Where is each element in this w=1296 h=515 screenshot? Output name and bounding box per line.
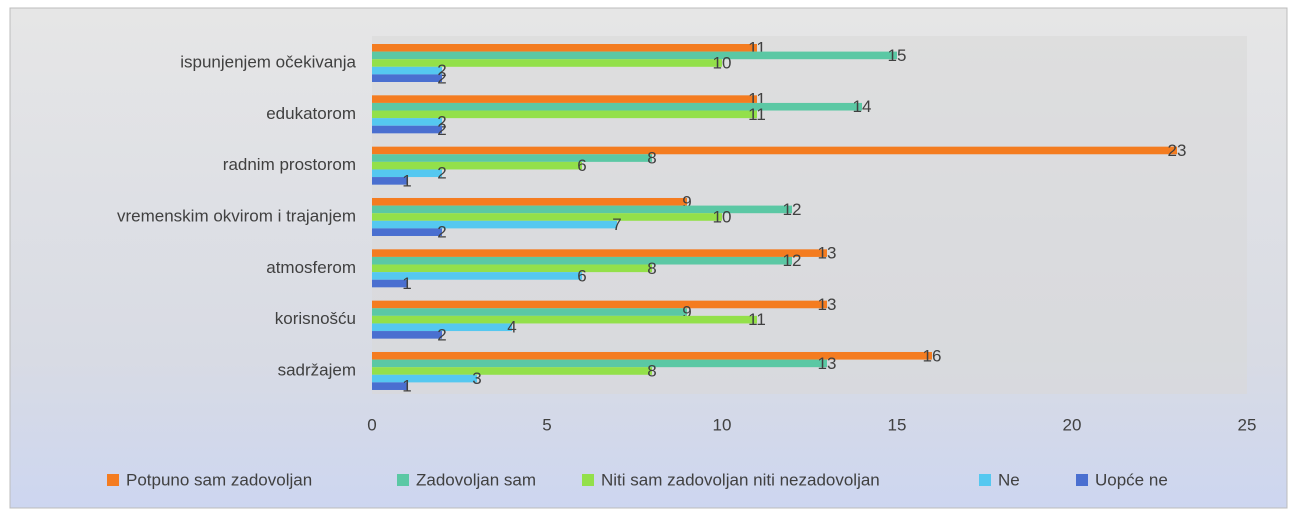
data-label: 10 [713, 207, 732, 226]
bar [372, 66, 442, 75]
x-tick-label: 20 [1063, 415, 1082, 434]
bar [372, 102, 862, 111]
bar [372, 169, 442, 178]
data-label: 7 [612, 215, 621, 234]
bar [372, 110, 757, 119]
bar [372, 308, 687, 316]
data-label: 13 [818, 354, 837, 373]
bar [372, 331, 442, 339]
legend-label: Potpuno sam zadovoljan [126, 470, 312, 489]
legend-swatch [397, 474, 409, 486]
bar [372, 220, 617, 229]
data-label: 8 [647, 259, 656, 278]
data-label: 2 [437, 223, 446, 242]
bar [372, 228, 442, 236]
bar [372, 367, 652, 375]
data-label: 13 [818, 244, 837, 263]
bar [372, 59, 722, 67]
x-tick-label: 25 [1238, 415, 1257, 434]
bar [372, 51, 897, 60]
data-label: 4 [507, 318, 516, 337]
data-label: 13 [818, 295, 837, 314]
data-label: 1 [402, 377, 411, 396]
bar [372, 125, 442, 134]
data-label: 9 [682, 192, 691, 211]
data-label: 12 [783, 251, 802, 270]
data-label: 8 [647, 149, 656, 168]
legend-swatch [582, 474, 594, 486]
bar [372, 249, 827, 257]
data-label: 8 [647, 361, 656, 380]
bar [372, 95, 757, 103]
legend-label: Uopće ne [1095, 470, 1168, 489]
bar [372, 44, 757, 52]
y-tick-label: atmosferom [266, 258, 356, 277]
x-tick-label: 15 [888, 415, 907, 434]
data-label: 3 [472, 369, 481, 388]
data-label: 11 [748, 105, 766, 124]
data-label: 16 [923, 346, 942, 365]
data-label: 1 [402, 171, 411, 190]
bar [372, 374, 477, 383]
data-label: 2 [437, 69, 446, 88]
legend-label: Zadovoljan sam [416, 470, 536, 489]
bar [372, 315, 757, 324]
bar [372, 161, 582, 170]
bar [372, 197, 687, 206]
data-label: 2 [437, 112, 446, 131]
legend-swatch [1076, 474, 1088, 486]
data-label: 10 [713, 53, 732, 72]
y-tick-label: korisnošću [275, 309, 356, 328]
bar [372, 382, 407, 390]
bar [372, 213, 722, 221]
bar [372, 154, 652, 162]
bar [372, 272, 582, 280]
bar [372, 264, 652, 273]
data-label: 2 [437, 325, 446, 344]
legend-swatch [107, 474, 119, 486]
bar [372, 323, 512, 332]
legend-swatch [979, 474, 991, 486]
y-tick-label: radnim prostorom [223, 155, 356, 174]
y-tick-label: sadržajem [278, 360, 356, 379]
bar [372, 279, 407, 288]
legend-label: Niti sam zadovoljan niti nezadovoljan [601, 470, 880, 489]
legend-label: Ne [998, 470, 1020, 489]
data-label: 2 [437, 120, 446, 139]
x-tick-label: 0 [367, 415, 376, 434]
y-tick-label: ispunjenjem očekivanja [180, 52, 356, 71]
y-tick-label: edukatorom [266, 104, 356, 123]
x-tick-label: 5 [542, 415, 551, 434]
data-label: 6 [577, 156, 586, 175]
bar [372, 256, 792, 265]
x-tick-label: 10 [713, 415, 732, 434]
bar [372, 300, 827, 309]
data-label: 2 [437, 164, 446, 183]
data-label: 11 [748, 310, 766, 329]
data-label: 15 [888, 46, 907, 65]
bar [372, 177, 407, 185]
bar [372, 146, 1177, 155]
data-label: 9 [682, 303, 691, 322]
data-label: 2 [437, 61, 446, 80]
y-tick-label: vremenskim okvirom i trajanjem [117, 206, 356, 225]
data-label: 6 [577, 266, 586, 285]
data-label: 12 [783, 200, 802, 219]
bar [372, 205, 792, 214]
bar [372, 351, 932, 360]
bar [372, 118, 442, 126]
data-label: 14 [853, 97, 872, 116]
bar [372, 74, 442, 82]
data-label: 1 [402, 274, 411, 293]
bar [372, 359, 827, 368]
data-label: 23 [1168, 141, 1187, 160]
